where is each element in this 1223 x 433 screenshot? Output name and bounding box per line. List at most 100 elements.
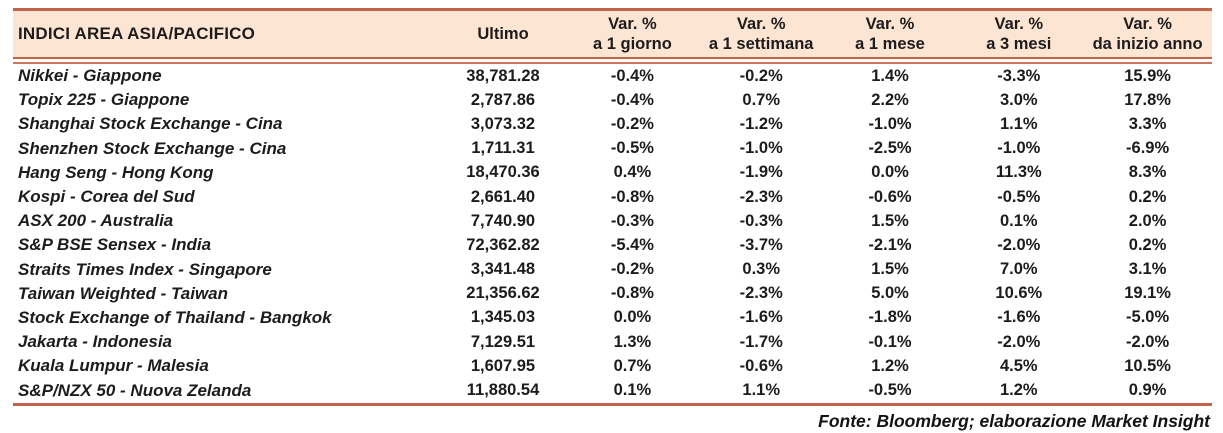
var-3-mesi-cell: -3.3% xyxy=(997,66,1041,85)
header-separator-rule xyxy=(13,58,1212,64)
var-3-mesi-cell: 4.5% xyxy=(999,356,1038,375)
index-name: Hang Seng - Hong Kong xyxy=(18,162,214,182)
var-3-mesi-cell: 1.2% xyxy=(954,378,1084,406)
last-value-cell: 18,470.36 xyxy=(466,163,540,182)
var-label-line1: Var. % xyxy=(865,15,915,33)
index-name: Kospi - Corea del Sud xyxy=(18,187,195,207)
var-1-mese-cell: 1.5% xyxy=(871,211,909,230)
index-name: ASX 200 - Australia xyxy=(18,211,174,231)
source-note: Fonte: Bloomberg; elaborazione Market In… xyxy=(818,410,1210,431)
column-header-var-inizio-anno: Var. % da inizio anno xyxy=(1083,8,1212,59)
asia-pacific-indices-panel: INDICI AREA ASIA/PACIFICO Ultimo Var. % … xyxy=(13,8,1212,432)
header-row: INDICI AREA ASIA/PACIFICO Ultimo Var. % … xyxy=(13,8,1212,59)
var-1-settimana-cell: -1.9% xyxy=(739,163,783,182)
var-1-settimana-cell: -1.2% xyxy=(739,114,783,133)
var-1-giorno-cell: 0.4% xyxy=(613,163,652,182)
var-1-giorno-cell: -5.4% xyxy=(610,235,654,254)
var-inizio-anno-cell: 19.1% xyxy=(1124,284,1171,303)
var-3-mesi-cell: 0.1% xyxy=(999,211,1038,230)
var-3-mesi-cell: 10.6% xyxy=(995,284,1043,303)
column-header-var-1-settimana: Var. % a 1 settimana xyxy=(696,8,826,59)
table-row: ASX 200 - Australia 7,740.90 -0.3% -0.3%… xyxy=(13,209,1212,233)
var-inizio-anno-cell: -6.9% xyxy=(1126,139,1170,158)
var-1-settimana-cell: -0.2% xyxy=(739,66,783,85)
var-1-giorno-cell: -0.2% xyxy=(610,260,654,279)
var-inizio-anno-cell: 17.8% xyxy=(1124,90,1171,109)
last-value-cell: 7,740.90 xyxy=(470,211,536,230)
var-1-settimana-cell: -2.3% xyxy=(739,187,783,206)
var-inizio-anno-cell: 0.2% xyxy=(1128,187,1167,206)
var-3-mesi-cell: -2.0% xyxy=(997,235,1041,254)
var-inizio-anno-cell: 2.0% xyxy=(1128,211,1167,230)
last-value-cell: 2,661.40 xyxy=(470,187,536,206)
table-row: Kuala Lumpur - Malesia 1,607.95 0.7% -0.… xyxy=(13,354,1212,378)
var-1-mese-cell: -2.5% xyxy=(868,139,912,158)
var-1-mese-cell: -0.1% xyxy=(868,332,912,351)
index-name: Straits Times Index - Singapore xyxy=(18,259,272,279)
var-3-mesi-cell: -2.0% xyxy=(997,332,1041,351)
table-row: Straits Times Index - Singapore 3,341.48… xyxy=(13,258,1212,282)
var-1-mese-cell: -2.1% xyxy=(868,235,912,254)
index-name: Kuala Lumpur - Malesia xyxy=(18,356,209,376)
var-1-giorno-cell: -0.4% xyxy=(610,90,654,109)
table-row: Topix 225 - Giappone 2,787.86 -0.4% 0.7%… xyxy=(13,88,1212,112)
var-label-line2: a 1 mese xyxy=(855,35,925,53)
column-header-var-1-mese: Var. % a 1 mese xyxy=(825,8,955,59)
index-name: Nikkei - Giappone xyxy=(18,66,162,86)
index-name: S&P BSE Sensex - India xyxy=(18,235,212,255)
table-row: Hang Seng - Hong Kong 18,470.36 0.4% -1.… xyxy=(13,161,1212,185)
index-name: Topix 225 - Giappone xyxy=(18,90,190,110)
var-label-line2: a 1 settimana xyxy=(708,35,814,53)
table-body: Nikkei - Giappone 38,781.28 -0.4% -0.2% … xyxy=(13,63,1212,406)
var-label-line2: a 1 giorno xyxy=(592,35,672,53)
var-label-line1: Var. % xyxy=(736,15,786,33)
var-label-line2: da inizio anno xyxy=(1092,35,1203,53)
var-inizio-anno-cell: -2.0% xyxy=(1126,332,1170,351)
var-1-settimana-cell: -1.0% xyxy=(739,139,783,158)
var-inizio-anno-cell: 3.3% xyxy=(1128,114,1167,133)
var-inizio-anno-cell: 0.2% xyxy=(1128,235,1167,254)
var-1-giorno-cell: -0.8% xyxy=(610,284,654,303)
table-row: Shanghai Stock Exchange - Cina 3,073.32 … xyxy=(13,112,1212,136)
var-3-mesi-cell: 7.0% xyxy=(999,260,1038,279)
var-1-giorno-cell: 0.0% xyxy=(613,308,652,327)
index-name: Taiwan Weighted - Taiwan xyxy=(18,283,229,303)
last-value-cell: 3,073.32 xyxy=(470,114,536,133)
table-row: Jakarta - Indonesia 7,129.51 1.3% -1.7% … xyxy=(13,330,1212,354)
last-value-cell: 1,607.95 xyxy=(470,356,536,375)
index-name: Shenzhen Stock Exchange - Cina xyxy=(18,138,287,158)
var-1-mese-cell: 0.0% xyxy=(871,163,909,182)
var-inizio-anno-cell: -5.0% xyxy=(1126,308,1170,327)
var-inizio-anno-cell: 10.5% xyxy=(1124,356,1171,375)
var-inizio-anno-cell: 8.3% xyxy=(1128,163,1167,182)
var-label-line1: Var. % xyxy=(994,15,1044,33)
var-1-settimana-cell: 0.3% xyxy=(742,260,780,279)
var-inizio-anno-cell: 3.1% xyxy=(1128,260,1167,279)
var-1-mese-cell: 2.2% xyxy=(871,90,909,109)
var-1-settimana-cell: -1.7% xyxy=(739,332,783,351)
var-1-giorno-cell: -0.5% xyxy=(610,139,654,158)
column-header-var-3-mesi: Var. % a 3 mesi xyxy=(954,8,1084,59)
var-1-giorno-cell: 1.3% xyxy=(613,332,652,351)
table-row: S&P/NZX 50 - Nuova Zelanda 11,880.54 0.1… xyxy=(13,378,1212,406)
last-value-cell: 1,345.03 xyxy=(470,308,536,327)
var-1-settimana-cell: -0.3% xyxy=(739,211,783,230)
last-value-cell: 11,880.54 xyxy=(438,378,568,406)
table-row: Kospi - Corea del Sud 2,661.40 -0.8% -2.… xyxy=(13,185,1212,209)
last-value-cell: 1,711.31 xyxy=(471,139,535,158)
var-label-line1: Var. % xyxy=(608,15,657,33)
index-name: Jakarta - Indonesia xyxy=(18,332,173,352)
var-1-mese-cell: -0.5% xyxy=(825,378,955,406)
var-3-mesi-cell: 3.0% xyxy=(999,90,1038,109)
var-3-mesi-cell: -0.5% xyxy=(997,187,1041,206)
table-row: S&P BSE Sensex - India 72,362.82 -5.4% -… xyxy=(13,233,1212,257)
last-value-cell: 2,787.86 xyxy=(470,90,536,109)
last-value-cell: 38,781.28 xyxy=(466,66,540,85)
var-1-settimana-cell: 1.1% xyxy=(696,378,826,406)
var-1-settimana-cell: 0.7% xyxy=(742,90,780,109)
table-row: Stock Exchange of Thailand - Bangkok 1,3… xyxy=(13,306,1212,330)
column-header-var-1-giorno: Var. % a 1 giorno xyxy=(568,8,697,59)
var-3-mesi-cell: -1.6% xyxy=(997,308,1041,327)
table-row: Taiwan Weighted - Taiwan 21,356.62 -0.8%… xyxy=(13,282,1212,306)
table-row: Nikkei - Giappone 38,781.28 -0.4% -0.2% … xyxy=(13,63,1212,88)
